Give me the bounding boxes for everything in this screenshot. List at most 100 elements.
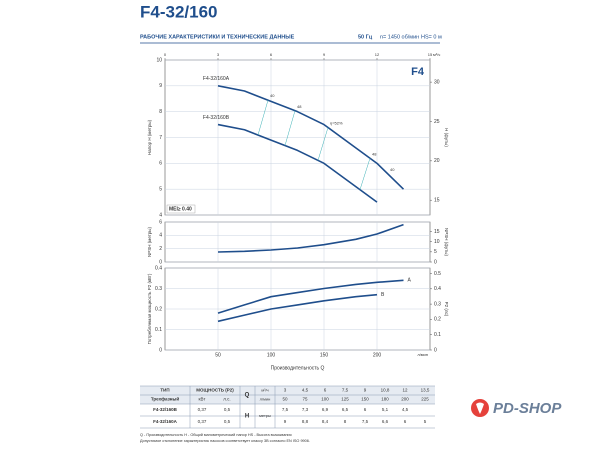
curve [217, 293, 378, 323]
efficiency-line [317, 127, 329, 161]
y2-tick-label: 0.1 [434, 332, 441, 338]
y2-tick-label: 10 [434, 239, 440, 245]
table-cell: 75 [302, 397, 308, 402]
table-cell: F4-32/160A [153, 419, 178, 424]
table-cell: МОЩНОСТЬ (P2) [196, 388, 234, 393]
table-cell: 0,5 [224, 407, 231, 412]
x2-tick-label: 6 [270, 52, 273, 57]
x-tick-label: 100 [267, 352, 276, 358]
footnote: Q - Производительность H - Общий маномет… [140, 433, 292, 437]
series-label: F4-32/160A [203, 76, 230, 82]
table-cell: 100 [321, 397, 329, 402]
table-cell: 5 [424, 419, 427, 424]
efficiency-label: 40 [270, 93, 275, 98]
suction: HS= 0 м [421, 34, 442, 40]
title: F4-32/160 [140, 2, 218, 21]
table-cell: 6,9 [322, 407, 329, 412]
series-label: F4-32/160B [203, 115, 230, 121]
series-label: A [408, 278, 412, 284]
logo-text: PD-SHOP [493, 400, 562, 417]
y2-axis-label: H (футы) [444, 128, 449, 147]
y-tick-label: 0 [159, 259, 162, 265]
table-cell: 7,5 [282, 407, 289, 412]
x-tick-label: 200 [373, 352, 382, 358]
table-cell: 0,5 [224, 419, 231, 424]
y-tick-label: 0.1 [155, 327, 162, 333]
table-cell: ТИП [160, 388, 169, 393]
table-cell: 7,5 [362, 419, 369, 424]
efficiency-line [257, 100, 269, 136]
table-cell: кВт [199, 397, 206, 402]
table-cell: 6 [364, 407, 367, 412]
mei-box [166, 204, 196, 214]
y-tick-label: 6 [159, 219, 162, 225]
model-badge: F4 [411, 66, 425, 78]
y-tick-label: 2 [159, 246, 162, 252]
table-cell: Трехфазный [151, 396, 180, 402]
y-tick-label: 0 [159, 347, 162, 353]
efficiency-label: η=52% [330, 121, 343, 126]
speed: n= 1450 об/мин [380, 34, 419, 40]
y2-tick-label: 0 [434, 259, 437, 265]
y2-tick-label: 20 [434, 158, 440, 164]
table-cell: 0,37 [198, 407, 207, 412]
mei-label: MEI≥ 0.40 [169, 206, 192, 212]
y-axis-label: Потребляемая мощность P2 (кВт) [147, 273, 152, 344]
table-cell: F4-32/160B [153, 407, 178, 412]
table-cell: 6 [404, 419, 407, 424]
y-axis-label: NPSH (метры) [147, 227, 152, 257]
curve [217, 223, 404, 253]
table-cell: 3 [284, 388, 287, 393]
y2-tick-label: 0 [434, 347, 437, 353]
x2-tick-label: 15 [428, 52, 433, 57]
x2-tick-label: 12 [375, 52, 380, 57]
table-cell: 225 [421, 397, 429, 402]
x2-tick-label: 0 [164, 52, 167, 57]
table-cell: 8,8 [302, 419, 309, 424]
table-cell: 4,5 [302, 388, 309, 393]
y2-tick-label: 5 [434, 249, 437, 255]
y-tick-label: 10 [156, 57, 162, 63]
table-cell: 9 [364, 388, 367, 393]
plot-frame [164, 221, 431, 263]
table-cell: 7,3 [302, 407, 309, 412]
y2-tick-label: 15 [434, 229, 440, 235]
efficiency-label: 48 [372, 151, 377, 156]
efficiency-label: 40 [390, 167, 395, 172]
curve [217, 85, 405, 190]
table-cell: 4,5 [402, 407, 409, 412]
x-tick-label: 50 [215, 352, 221, 358]
y-tick-label: 4 [159, 233, 162, 239]
y-axis-label: Напор H (метры) [147, 119, 152, 155]
logo-drop [476, 402, 484, 414]
y-tick-label: 6 [159, 161, 162, 167]
table-cell: 6 [324, 388, 327, 393]
table-cell: 6,5 [342, 407, 349, 412]
table-cell: 8,4 [322, 419, 329, 424]
y-tick-label: 0.2 [155, 306, 162, 312]
table-cell: 12 [402, 388, 408, 393]
y2-tick-label: 0.3 [434, 301, 441, 307]
series-label: B [381, 292, 385, 298]
footnote: Допустимое отклонение характеристик насо… [140, 439, 310, 443]
table-cell: 0,37 [198, 419, 207, 424]
table-cell: л/мин [260, 397, 271, 402]
table-cell: метры [259, 413, 271, 418]
table-cell: 200 [401, 397, 409, 402]
x-tick-label: 150 [320, 352, 329, 358]
table-cell: 10,8 [381, 388, 390, 393]
y2-axis-label: NPSH (футы) [444, 228, 449, 256]
y2-tick-label: 25 [434, 119, 440, 125]
table-cell: H [245, 414, 249, 420]
efficiency-label: 48 [297, 104, 302, 109]
y-tick-label: 0.3 [155, 286, 162, 292]
table-cell: 8 [344, 419, 347, 424]
x2-tick-label: 3 [217, 52, 220, 57]
table-cell: м³/ч [261, 388, 268, 393]
table-cell: 13,5 [421, 388, 430, 393]
y-tick-label: 4 [159, 212, 162, 218]
y-tick-label: 7 [159, 135, 162, 141]
y-tick-label: 0.4 [155, 265, 162, 271]
curve [217, 279, 404, 314]
